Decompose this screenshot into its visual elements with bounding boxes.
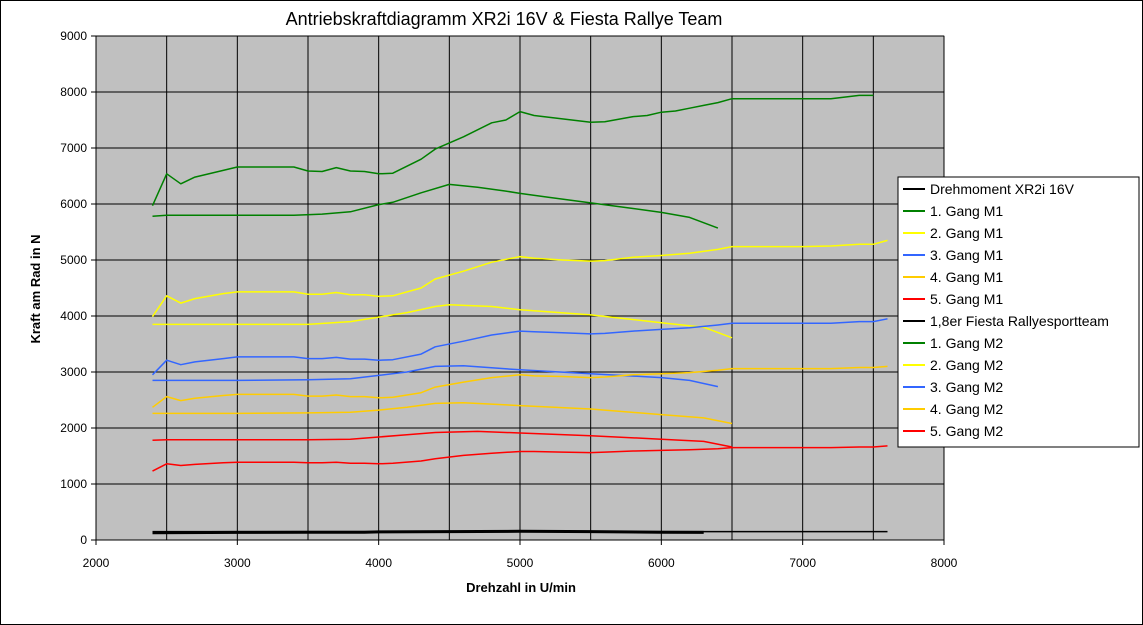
series-line bbox=[152, 365, 888, 408]
series-line bbox=[151, 239, 888, 318]
series-line bbox=[152, 445, 888, 472]
legend-entry: 2. Gang M1 bbox=[930, 225, 1003, 241]
x-tick-label: 4000 bbox=[365, 556, 392, 570]
legend-entry: 4. Gang M1 bbox=[930, 269, 1003, 285]
series-line bbox=[152, 402, 733, 425]
series-line bbox=[152, 365, 719, 388]
y-tick-label: 1000 bbox=[60, 477, 87, 491]
legend-box bbox=[897, 176, 1140, 448]
legend-entry: 1,8er Fiesta Rallyesportteam bbox=[930, 313, 1109, 329]
y-tick-label: 7000 bbox=[60, 141, 87, 155]
series-layer bbox=[151, 94, 888, 535]
x-tick-label: 5000 bbox=[507, 556, 534, 570]
y-tick-label: 2000 bbox=[60, 421, 87, 435]
y-axis-label: Kraft am Rad in N bbox=[28, 234, 43, 343]
series-line bbox=[152, 183, 719, 229]
x-axis-label: Drehzahl in U/min bbox=[466, 580, 576, 595]
y-tick-label: 3000 bbox=[60, 365, 87, 379]
y-tick-label: 8000 bbox=[60, 85, 87, 99]
chart-title: Antriebskraftdiagramm XR2i 16V & Fiesta … bbox=[286, 9, 723, 29]
series-line bbox=[152, 430, 733, 448]
x-tick-label: 2000 bbox=[83, 556, 110, 570]
y-tick-label: 6000 bbox=[60, 197, 87, 211]
series-line bbox=[151, 318, 888, 376]
axis-ticks: 0 1000 2000 3000 4000 5000 6000 7000 8000 9000 200… bbox=[60, 29, 957, 570]
legend-entry: 3. Gang M1 bbox=[930, 247, 1003, 263]
legend-entry: 2. Gang M2 bbox=[930, 357, 1003, 373]
legend: Drehmoment XR2i 16V 1. Gang M1 2. Gang M1 3… bbox=[897, 176, 1140, 448]
legend-entry: Drehmoment XR2i 16V bbox=[930, 181, 1075, 197]
series-line bbox=[152, 304, 733, 339]
legend-entry: 4. Gang M2 bbox=[930, 401, 1003, 417]
legend-entry: 1. Gang M2 bbox=[930, 335, 1003, 351]
legend-entry: 5. Gang M2 bbox=[930, 423, 1003, 439]
legend-entry: 1. Gang M1 bbox=[930, 203, 1003, 219]
x-tick-label: 3000 bbox=[224, 556, 251, 570]
gridlines bbox=[95, 35, 945, 541]
series-line bbox=[151, 94, 874, 207]
y-tick-label: 9000 bbox=[60, 29, 87, 43]
legend-entry: 3. Gang M2 bbox=[930, 379, 1003, 395]
y-tick-label: 4000 bbox=[60, 309, 87, 323]
x-tick-label: 6000 bbox=[648, 556, 675, 570]
x-tick-label: 8000 bbox=[931, 556, 958, 570]
y-tick-label: 5000 bbox=[60, 253, 87, 267]
x-tick-label: 7000 bbox=[789, 556, 816, 570]
legend-entry: 5. Gang M1 bbox=[930, 291, 1003, 307]
y-tick-label: 0 bbox=[80, 533, 87, 547]
